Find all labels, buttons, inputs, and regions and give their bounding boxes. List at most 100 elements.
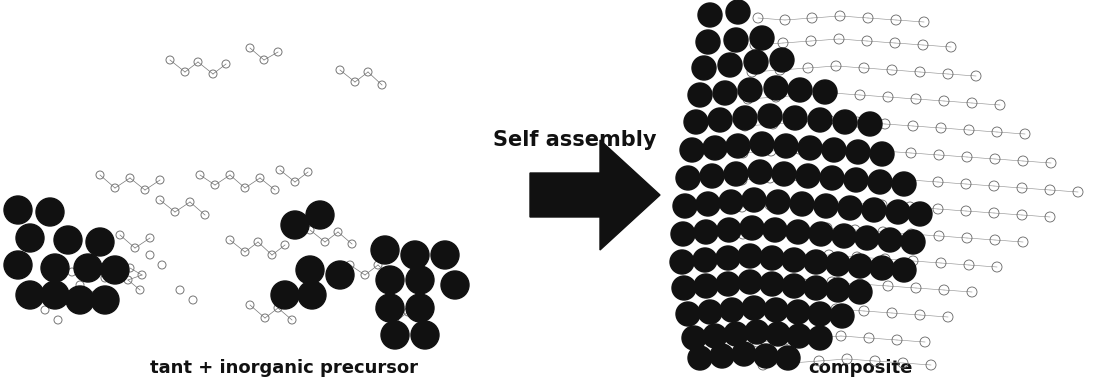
Circle shape [830, 304, 854, 328]
Circle shape [789, 192, 814, 216]
Circle shape [804, 276, 828, 300]
Circle shape [738, 78, 762, 102]
Circle shape [738, 270, 762, 294]
Circle shape [750, 26, 774, 50]
Circle shape [41, 281, 69, 309]
Circle shape [858, 112, 881, 136]
Circle shape [719, 190, 744, 214]
Circle shape [844, 168, 868, 192]
Circle shape [724, 162, 748, 186]
Circle shape [670, 250, 694, 274]
Circle shape [680, 138, 704, 162]
Circle shape [886, 200, 910, 224]
Circle shape [808, 302, 832, 326]
Circle shape [326, 261, 354, 289]
Circle shape [878, 228, 902, 252]
Circle shape [696, 192, 721, 216]
Circle shape [808, 108, 832, 132]
Circle shape [376, 266, 404, 294]
Circle shape [717, 218, 741, 242]
Circle shape [892, 172, 917, 196]
Circle shape [783, 106, 807, 130]
Circle shape [871, 142, 894, 166]
Circle shape [682, 326, 706, 350]
Circle shape [742, 188, 766, 212]
Circle shape [698, 300, 722, 324]
Circle shape [832, 224, 856, 248]
Circle shape [908, 202, 932, 226]
Circle shape [826, 252, 850, 276]
Circle shape [892, 258, 917, 282]
Circle shape [787, 324, 811, 348]
Circle shape [786, 300, 810, 324]
Circle shape [838, 196, 862, 220]
Circle shape [764, 298, 788, 322]
Circle shape [16, 224, 44, 252]
Circle shape [724, 322, 748, 346]
Circle shape [671, 222, 695, 246]
Circle shape [694, 220, 718, 244]
Circle shape [808, 326, 832, 350]
Circle shape [298, 281, 326, 309]
Circle shape [812, 80, 837, 104]
Circle shape [716, 272, 740, 296]
Circle shape [833, 110, 857, 134]
Circle shape [676, 166, 700, 190]
Circle shape [16, 281, 44, 309]
Circle shape [371, 236, 399, 264]
Circle shape [724, 28, 748, 52]
Circle shape [804, 250, 828, 274]
Circle shape [306, 201, 334, 229]
Circle shape [848, 254, 872, 278]
FancyArrow shape [530, 140, 660, 250]
Circle shape [726, 0, 750, 24]
Circle shape [74, 254, 102, 282]
Circle shape [431, 241, 459, 269]
Circle shape [871, 256, 894, 280]
Circle shape [814, 194, 838, 218]
Circle shape [710, 344, 734, 368]
Circle shape [731, 342, 756, 366]
Circle shape [820, 166, 844, 190]
Circle shape [766, 322, 789, 346]
Circle shape [270, 281, 299, 309]
Circle shape [381, 321, 410, 349]
Circle shape [441, 271, 469, 299]
Circle shape [855, 226, 879, 250]
Circle shape [698, 3, 722, 27]
Circle shape [684, 110, 708, 134]
Circle shape [742, 296, 766, 320]
Circle shape [688, 83, 712, 107]
Circle shape [4, 196, 32, 224]
Circle shape [693, 248, 717, 272]
Circle shape [846, 140, 871, 164]
Circle shape [673, 194, 698, 218]
Circle shape [776, 346, 800, 370]
Circle shape [901, 230, 925, 254]
Circle shape [745, 320, 769, 344]
Circle shape [726, 134, 750, 158]
Circle shape [713, 81, 737, 105]
Circle shape [788, 78, 812, 102]
Circle shape [733, 106, 757, 130]
Circle shape [281, 211, 309, 239]
Circle shape [54, 226, 82, 254]
Circle shape [760, 246, 784, 270]
Circle shape [700, 164, 724, 188]
Circle shape [406, 294, 434, 322]
Circle shape [696, 30, 721, 54]
Circle shape [740, 216, 764, 240]
Circle shape [411, 321, 439, 349]
Circle shape [774, 134, 798, 158]
Circle shape [676, 302, 700, 326]
Circle shape [848, 280, 872, 304]
Text: composite: composite [808, 359, 912, 377]
Circle shape [406, 266, 434, 294]
Circle shape [716, 246, 740, 270]
Circle shape [809, 222, 833, 246]
Text: tant + inorganic precursor: tant + inorganic precursor [150, 359, 418, 377]
Circle shape [376, 294, 404, 322]
Circle shape [758, 104, 782, 128]
Circle shape [718, 53, 742, 77]
Circle shape [703, 324, 727, 348]
